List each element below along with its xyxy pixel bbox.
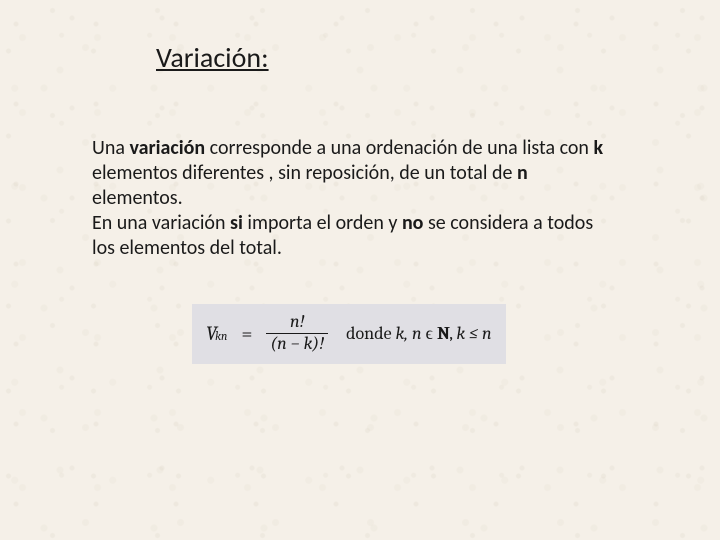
formula-klen: k ≤ n [456, 323, 491, 344]
formula-kn: k, n [395, 323, 425, 344]
text-bold-no: no [402, 211, 423, 235]
formula-N: N [437, 323, 449, 344]
formula-condition: donde k, n ϵ N, k ≤ n [346, 323, 491, 344]
text-frag: En una variación [92, 211, 230, 235]
formula-lhs: Vkn [206, 322, 227, 345]
formula-fraction: n! (n − k)! [266, 312, 328, 354]
formula-in: ϵ [426, 323, 433, 344]
text-bold-si: si [230, 211, 243, 235]
text-frag: importa el orden y [243, 211, 402, 235]
text-frag: elementos. [92, 186, 183, 210]
definition-paragraph: Una variación corresponde a una ordenaci… [92, 136, 612, 261]
formula-numerator: n! [286, 312, 309, 333]
formula-denominator: (n − k)! [266, 334, 328, 355]
slide-title: Variación: [156, 40, 269, 75]
formula-sup-n: n [221, 329, 227, 343]
text-bold-n: n [517, 161, 528, 185]
formula-box: Vkn = n! (n − k)! donde k, n ϵ N, k ≤ n [192, 304, 506, 364]
formula: Vkn = n! (n − k)! donde k, n ϵ N, k ≤ n [206, 312, 492, 354]
text-bold-variacion: variación [129, 136, 205, 160]
formula-donde: donde [346, 323, 395, 344]
text-bold-k: k [593, 136, 603, 160]
text-frag: corresponde a una ordenación de una list… [205, 136, 593, 160]
text-frag: Una [92, 136, 129, 160]
formula-eq: = [241, 322, 252, 345]
text-frag: elementos diferentes , sin reposición, d… [92, 161, 517, 185]
